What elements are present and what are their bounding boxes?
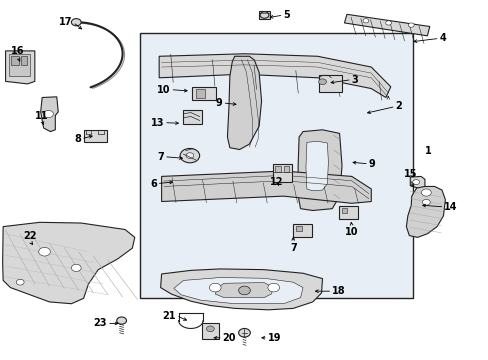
Circle shape: [267, 283, 279, 292]
Circle shape: [43, 111, 53, 118]
Circle shape: [238, 328, 250, 337]
Bar: [183, 110, 201, 125]
Bar: [272, 164, 292, 182]
Bar: [284, 166, 289, 172]
Text: 9: 9: [215, 98, 222, 108]
Text: 21: 21: [163, 311, 176, 320]
Bar: [275, 166, 281, 172]
Polygon shape: [160, 269, 322, 310]
Text: 17: 17: [59, 17, 73, 27]
Text: 9: 9: [368, 159, 375, 169]
Polygon shape: [173, 278, 303, 304]
Text: 12: 12: [269, 177, 283, 187]
Bar: [11, 56, 19, 65]
Circle shape: [71, 264, 81, 271]
Text: 20: 20: [222, 333, 236, 343]
Circle shape: [318, 79, 326, 85]
Bar: [338, 206, 357, 220]
Circle shape: [421, 189, 430, 196]
Circle shape: [117, 317, 126, 324]
Polygon shape: [2, 222, 135, 304]
Bar: [83, 130, 107, 142]
Circle shape: [362, 19, 368, 23]
Text: 5: 5: [283, 10, 290, 20]
Text: 7: 7: [289, 243, 296, 253]
Polygon shape: [5, 51, 35, 84]
Text: 10: 10: [345, 226, 358, 237]
Circle shape: [71, 19, 81, 26]
Polygon shape: [344, 14, 429, 36]
Text: 10: 10: [157, 85, 170, 95]
Bar: [341, 208, 346, 213]
Polygon shape: [406, 186, 445, 237]
Bar: [192, 87, 215, 100]
Circle shape: [209, 283, 221, 292]
Text: 15: 15: [403, 169, 416, 179]
Polygon shape: [159, 54, 390, 98]
Bar: [201, 323, 218, 338]
Polygon shape: [410, 183, 424, 187]
Text: 7: 7: [157, 152, 163, 162]
Bar: [140, 33, 412, 298]
Circle shape: [407, 23, 413, 27]
Circle shape: [385, 21, 391, 25]
Circle shape: [180, 148, 199, 163]
Text: 1: 1: [424, 146, 431, 156]
Text: 3: 3: [351, 75, 358, 85]
Text: 23: 23: [93, 319, 107, 328]
Polygon shape: [409, 176, 424, 188]
Text: 19: 19: [267, 333, 281, 343]
Polygon shape: [298, 130, 341, 211]
Text: 18: 18: [331, 286, 345, 296]
Circle shape: [422, 199, 429, 205]
Bar: [318, 75, 341, 93]
Bar: [296, 226, 302, 231]
Text: 11: 11: [35, 111, 49, 121]
Polygon shape: [161, 171, 370, 203]
Bar: [195, 89, 205, 98]
Polygon shape: [41, 97, 58, 132]
Bar: [259, 12, 269, 19]
Text: 13: 13: [150, 118, 163, 128]
Bar: [21, 56, 27, 65]
Text: 16: 16: [11, 46, 24, 56]
Circle shape: [238, 286, 250, 295]
Circle shape: [412, 180, 419, 185]
Text: 6: 6: [150, 179, 157, 189]
Text: 22: 22: [23, 231, 37, 241]
Polygon shape: [227, 56, 261, 149]
Circle shape: [185, 153, 193, 158]
Circle shape: [16, 279, 24, 285]
Circle shape: [206, 326, 214, 332]
Circle shape: [260, 12, 268, 18]
Circle shape: [39, 247, 50, 256]
Text: 2: 2: [395, 102, 402, 112]
Polygon shape: [305, 141, 328, 191]
Text: 4: 4: [439, 33, 446, 43]
Bar: [293, 224, 311, 237]
Bar: [9, 54, 30, 76]
Text: 8: 8: [74, 134, 81, 144]
Text: 14: 14: [444, 202, 457, 212]
Polygon shape: [215, 283, 273, 298]
